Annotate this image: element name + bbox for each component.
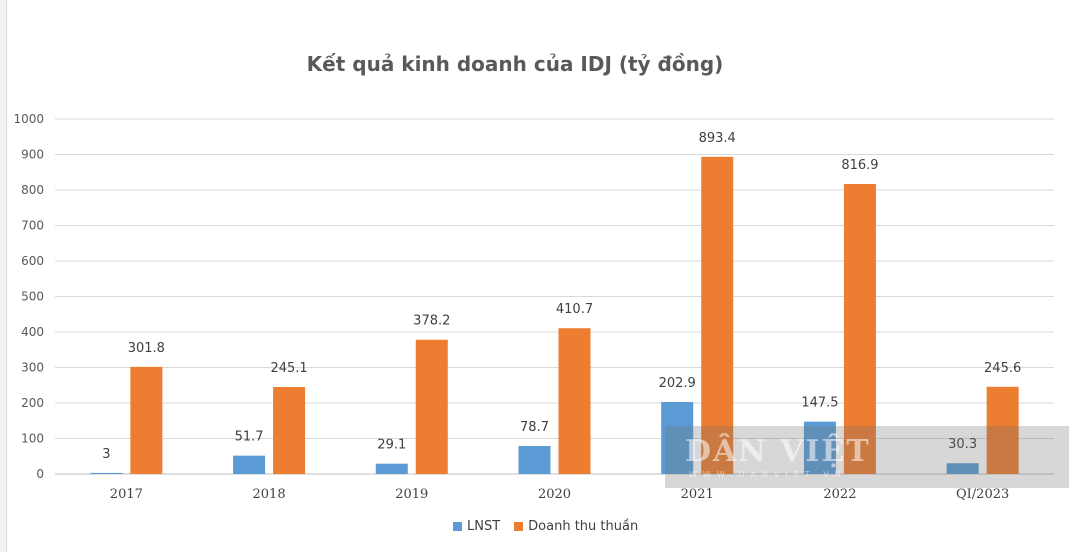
y-tick-label: 1000 <box>13 112 44 126</box>
x-tick-label: 2020 <box>538 487 571 502</box>
legend-item-revenue: Doanh thu thuần <box>514 519 638 534</box>
legend-item-lnst: LNST <box>453 519 500 534</box>
bar-revenue-2017 <box>130 366 163 474</box>
bar-lnst-2022 <box>803 421 836 474</box>
bar-revenue-2022 <box>843 184 876 475</box>
y-axis-ticks: 0 100 200 300 400 500 600 700 800 900 1000 <box>13 112 44 481</box>
x-axis-ticks: 2017 2018 2019 2020 2021 2022 QI/2023 <box>110 487 1009 502</box>
y-tick-label: 100 <box>21 432 44 446</box>
y-tick-label: 900 <box>21 148 44 162</box>
data-label: 51.7 <box>235 430 264 445</box>
legend-label-lnst: LNST <box>467 519 501 534</box>
bar-revenue-2018 <box>273 386 306 474</box>
x-tick-label: 2022 <box>823 487 856 502</box>
watermark-subtext: WWW.DANVIET.VN <box>689 470 847 479</box>
data-label: 245.6 <box>984 361 1021 376</box>
bar-lnst-2021 <box>661 401 694 474</box>
watermark-text: DÂN VIỆT <box>685 434 871 469</box>
bar-lnst-2017 <box>90 472 123 474</box>
bar-lnst-2018 <box>233 455 266 474</box>
y-tick-label: 300 <box>21 361 44 375</box>
x-tick-label: 2021 <box>681 487 714 502</box>
data-label: 29.1 <box>377 438 406 453</box>
data-label: 202.9 <box>659 376 696 391</box>
chart-legend: LNST Doanh thu thuần <box>453 519 638 534</box>
chart-title: Kết quả kinh doanh của IDJ (tỷ đồng) <box>306 52 724 76</box>
data-label: 30.3 <box>948 437 977 452</box>
x-tick-label: QI/2023 <box>956 487 1009 502</box>
bar-lnst-2020 <box>518 446 551 474</box>
data-label: 378.2 <box>413 314 450 329</box>
bar-lnst-2019 <box>375 463 408 474</box>
legend-label-revenue: Doanh thu thuần <box>528 519 639 534</box>
data-label: 78.7 <box>520 420 549 435</box>
y-tick-label: 200 <box>21 396 44 410</box>
bar-lnst-QI/2023 <box>946 463 979 474</box>
y-tick-label: 800 <box>21 183 44 197</box>
data-label: 3 <box>102 447 110 462</box>
bars <box>90 156 1019 475</box>
legend-swatch-revenue <box>514 522 524 531</box>
x-tick-label: 2017 <box>110 487 143 502</box>
y-tick-label: 600 <box>21 254 44 268</box>
data-label: 245.1 <box>270 361 307 376</box>
data-label: 301.8 <box>128 341 165 356</box>
data-label: 147.5 <box>801 396 838 411</box>
y-tick-label: 500 <box>21 290 44 304</box>
bar-revenue-2019 <box>415 339 448 474</box>
y-tick-label: 700 <box>21 219 44 233</box>
data-label: 893.4 <box>699 131 736 146</box>
bar-revenue-2021 <box>701 156 734 474</box>
bar-revenue-QI/2023 <box>986 386 1019 474</box>
legend-swatch-lnst <box>453 522 462 531</box>
data-labels: 3 301.8 51.7 245.1 29.1 378.2 78.7 410.7 202.9 89… <box>102 131 1021 462</box>
x-tick-label: 2019 <box>395 487 428 502</box>
data-label: 410.7 <box>556 302 593 317</box>
x-tick-label: 2018 <box>253 487 286 502</box>
bar-revenue-2020 <box>558 328 591 474</box>
gridlines <box>55 118 1054 475</box>
spreadsheet-edge <box>0 0 7 552</box>
data-label: 816.9 <box>841 158 878 173</box>
watermark-logo: DÂN VIỆT WWW.DANVIET.VN <box>665 426 1069 488</box>
y-tick-label: 400 <box>21 325 44 339</box>
y-tick-label: 0 <box>36 467 44 481</box>
